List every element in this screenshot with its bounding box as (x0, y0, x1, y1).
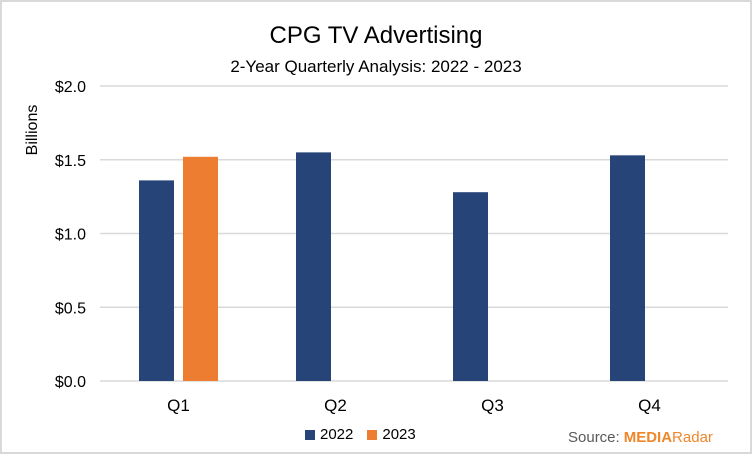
source-credit: Source: MEDIA Radar (568, 429, 713, 446)
legend-label-2023: 2023 (382, 426, 416, 443)
y-tick-label: $0.0 (55, 374, 86, 391)
bar-2022-q3 (453, 192, 488, 381)
legend-item-2023: 2023 (367, 426, 416, 443)
legend-item-2022: 2022 (305, 426, 353, 443)
x-tick-label: Q2 (324, 396, 347, 415)
y-tick-label: $1.5 (55, 153, 86, 170)
legend-swatch-2023 (367, 429, 378, 440)
x-tick-label: Q4 (638, 396, 661, 415)
brand-logo-radar: Radar (672, 429, 713, 446)
bar-2023-q1 (183, 156, 218, 381)
x-tick-label: Q3 (481, 396, 504, 415)
source-prefix: Source: (568, 429, 620, 446)
legend-label-2022: 2022 (320, 426, 354, 443)
x-tick-label: Q1 (167, 396, 190, 415)
legend-swatch-2022 (305, 429, 315, 440)
y-tick-label: $0.5 (55, 300, 86, 317)
chart-title: CPG TV Advertising (269, 22, 483, 49)
bar-2022-q4 (610, 155, 645, 381)
bar-2022-q1 (139, 180, 174, 381)
y-tick-label: $1.0 (55, 227, 86, 244)
chart-subtitle: 2-Year Quarterly Analysis: 2022 - 2023 (230, 57, 522, 76)
brand-logo-media: MEDIA (623, 429, 673, 446)
bar-2022-q2 (296, 152, 331, 381)
legend: 2022 2023 (305, 426, 430, 443)
y-tick-label: $2.0 (55, 79, 86, 96)
